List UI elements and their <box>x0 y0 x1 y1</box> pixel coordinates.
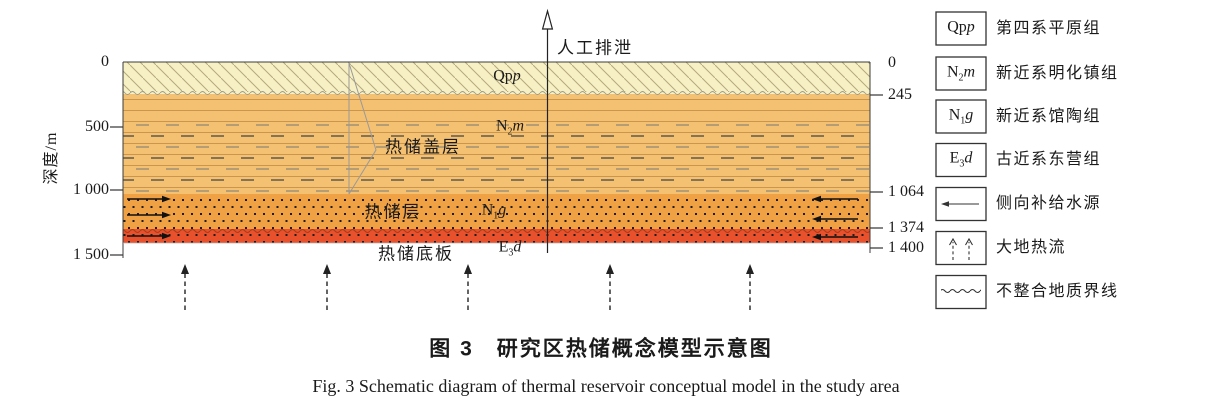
legend-n1g-sub: 1 <box>960 115 966 127</box>
heat-flow-arrows <box>181 264 754 310</box>
n2m-main: N <box>495 117 508 135</box>
layer-n2m <box>123 94 870 194</box>
label-thermal-base: 热储底板 <box>378 244 454 264</box>
legend-code-n1g: N1g <box>948 105 974 127</box>
qpp-hatch-pattern <box>123 62 870 92</box>
right-axis-ticks <box>870 94 883 249</box>
depth-axis-title: 深度/m <box>43 131 60 185</box>
legend-n2m-main: N <box>946 62 959 80</box>
legend-label-lateral-recharge: 侧向补给水源 <box>996 195 1102 212</box>
right-tick-1064: 1 064 <box>888 183 924 200</box>
e3d-italic: d <box>513 238 522 256</box>
reservoir-dots-pattern <box>123 194 870 243</box>
right-tick-245: 245 <box>888 86 912 103</box>
label-thermal-cap: 热储盖层 <box>385 137 461 157</box>
label-n1g: N1g <box>482 202 507 221</box>
unconformity-line-245m <box>123 90 870 96</box>
label-qpp: Qpp <box>493 68 521 87</box>
n1g-main: N <box>481 201 494 219</box>
layer-qpp <box>123 62 870 94</box>
legend-label-heat-flow: 大地热流 <box>996 239 1067 256</box>
label-n2m: N2m <box>496 118 524 137</box>
legend-box-n1g <box>935 99 987 134</box>
label-artificial-discharge: 人工排泄 <box>557 38 633 58</box>
right-tick-0: 0 <box>888 54 896 71</box>
label-e3d: E3d <box>499 239 522 258</box>
legend-box-e3d <box>935 142 987 178</box>
lateral-recharge-arrows-left <box>127 195 171 240</box>
left-axis-ticks <box>110 126 123 256</box>
legend-n1g-main: N <box>948 105 961 123</box>
n1g-sub: 1 <box>493 210 499 222</box>
legend-box-n2m <box>935 56 987 91</box>
legend-box-qpp <box>935 11 987 46</box>
legend-e3d-sub: 3 <box>959 158 965 170</box>
cap-layer-brace <box>348 62 377 195</box>
wavy-line-icon <box>941 289 981 295</box>
left-tick-1000: 1 000 <box>73 181 109 198</box>
legend-qpp-italic: p <box>966 17 975 35</box>
qpp-italic: p <box>512 67 521 85</box>
legend-n2m-sub: 2 <box>958 72 964 84</box>
legend-label-unconformity: 不整合地质界线 <box>996 283 1119 300</box>
qpp-main: Qp <box>493 67 513 85</box>
diagram-frame <box>122 61 871 258</box>
legend-label-n2m: 新近系明化镇组 <box>996 64 1119 82</box>
legend-e3d-italic: d <box>964 149 973 167</box>
left-arrow-icon <box>941 201 979 207</box>
legend-qpp-main: Qp <box>947 17 967 35</box>
legend-code-e3d: E3d <box>950 150 973 169</box>
artificial-discharge-arrow <box>541 8 554 253</box>
label-thermal-reservoir: 热储层 <box>364 202 422 222</box>
heat-flow-icon <box>949 237 973 260</box>
legend-label-n1g: 新近系馆陶组 <box>996 107 1102 125</box>
legend-e3d-main: E <box>949 149 960 167</box>
lateral-recharge-arrows-right <box>812 195 858 241</box>
right-tick-1400: 1 400 <box>888 239 924 256</box>
e3d-main: E <box>498 238 509 256</box>
n2m-sub: 2 <box>507 126 513 138</box>
n2m-dash-pattern <box>123 121 870 193</box>
legend-n1g-italic: g <box>965 105 974 123</box>
figure-caption-en: Fig. 3 Schematic diagram of thermal rese… <box>312 376 900 396</box>
legend-code-qpp: Qpp <box>947 17 975 38</box>
legend-box-heat-flow <box>935 230 987 266</box>
left-tick-1500: 1 500 <box>73 246 109 263</box>
legend-label-qpp: 第四系平原组 <box>996 19 1102 37</box>
right-tick-1374: 1 374 <box>888 219 924 236</box>
n2m-italic: m <box>512 117 525 135</box>
e3d-sub: 3 <box>508 247 514 259</box>
legend-label-e3d: 古近系东营组 <box>996 151 1102 168</box>
n1g-italic: g <box>498 201 507 219</box>
legend-n2m-italic: m <box>963 62 976 80</box>
left-tick-0: 0 <box>101 53 109 70</box>
left-tick-500: 500 <box>85 118 109 135</box>
unconformity-line-1374m <box>123 227 870 233</box>
legend-code-n2m: N2m <box>946 62 976 84</box>
figure-caption-zh: 图 3 研究区热储概念模型示意图 <box>429 337 773 361</box>
